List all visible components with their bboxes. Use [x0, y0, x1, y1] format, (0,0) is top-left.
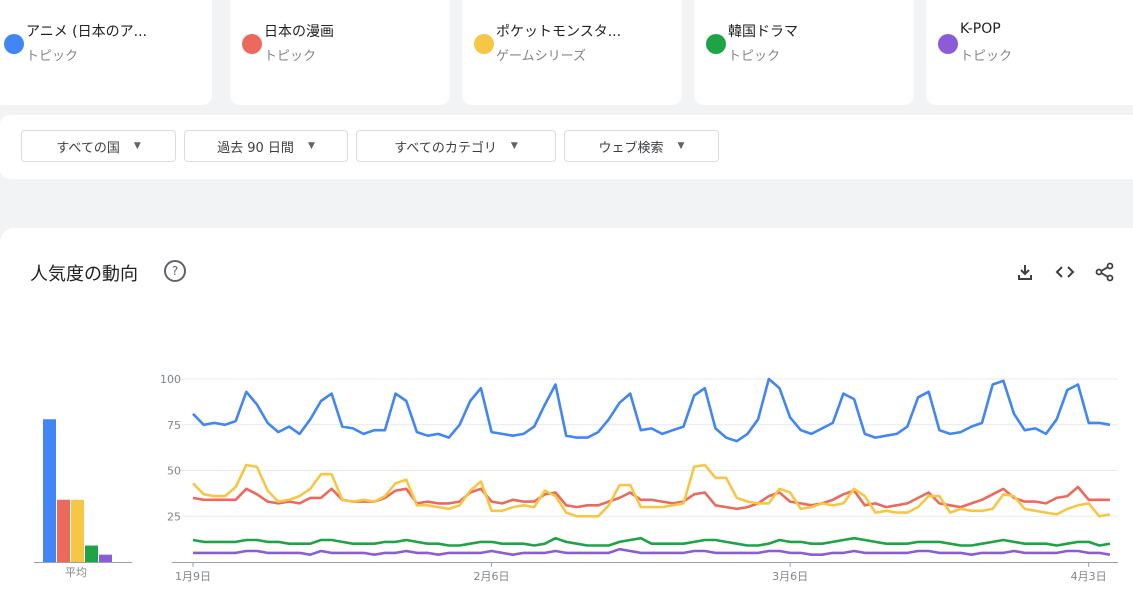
term-card-pokemon[interactable]: ポケットモンスタ... ゲームシリーズ	[462, 0, 682, 105]
average-bar-4[interactable]	[85, 545, 98, 562]
term-type: トピック	[264, 49, 317, 64]
series-line-3[interactable]	[192, 463, 1111, 518]
average-bar-3[interactable]	[71, 499, 84, 562]
average-bars	[34, 419, 132, 563]
chart-gridlines: 100 75 50 25 1月9日 2月6日 3月6日 4月3日	[160, 373, 1118, 583]
term-card-kdrama[interactable]: 韓国ドラマ トピック	[694, 0, 914, 105]
category-dropdown[interactable]: すべてのカテゴリ ▼	[356, 130, 556, 162]
term-name: 日本の漫画	[264, 24, 334, 40]
term-name: アニメ (日本のア...	[26, 24, 147, 40]
term-type: トピック	[26, 49, 79, 64]
term-type: トピック	[960, 49, 1013, 64]
dropdown-arrow-icon: ▼	[307, 141, 315, 151]
interest-over-time-panel: 人気度の動向 ? 平均 100 75 50 25 1月9日 2月6日 3月6日 4月3日	[0, 228, 1133, 590]
x-tick-label: 3月6日	[772, 570, 808, 583]
category-value: すべてのカテゴリ	[394, 140, 497, 156]
series-line-4[interactable]	[192, 536, 1111, 547]
series-line-5[interactable]	[193, 547, 1111, 556]
series-color-dot	[706, 34, 726, 54]
y-tick-label: 25	[167, 510, 181, 523]
term-card-kpop[interactable]: K-POP トピック	[926, 0, 1133, 105]
dropdown-arrow-icon: ▼	[133, 141, 141, 151]
compare-terms-bar: アニメ (日本のア... トピック 日本の漫画 トピック ポケットモンスタ...…	[0, 0, 1133, 106]
y-tick-label: 100	[160, 373, 181, 386]
term-card-manga[interactable]: 日本の漫画 トピック	[230, 0, 450, 105]
trend-chart: 平均 100 75 50 25 1月9日 2月6日 3月6日 4月3日	[34, 373, 1118, 583]
average-bar-5[interactable]	[99, 554, 112, 562]
help-icon[interactable]: ?	[164, 260, 186, 282]
chart-series	[192, 377, 1111, 556]
panel-title: 人気度の動向	[30, 264, 138, 285]
share-icon[interactable]	[1095, 262, 1115, 282]
series-color-dot	[938, 34, 958, 54]
average-bar-2[interactable]	[57, 499, 70, 562]
series-color-dot	[242, 34, 262, 54]
y-tick-label: 75	[167, 419, 181, 432]
y-tick-label: 50	[167, 465, 181, 478]
average-bar-1[interactable]	[43, 419, 56, 562]
series-line-1[interactable]	[192, 377, 1111, 443]
series-color-dot	[4, 34, 24, 54]
series-line-2[interactable]	[192, 485, 1110, 511]
average-label: 平均	[65, 566, 87, 579]
region-dropdown[interactable]: すべての国 ▼	[21, 130, 176, 162]
dropdown-arrow-icon: ▼	[510, 141, 518, 151]
term-name: K-POP	[960, 21, 1001, 37]
region-value: すべての国	[56, 140, 120, 156]
x-tick-label: 1月9日	[175, 570, 211, 583]
period-value: 過去 90 日間	[217, 140, 294, 156]
search-type-value: ウェブ検索	[598, 140, 664, 156]
term-card-anime[interactable]: アニメ (日本のア... トピック	[0, 0, 212, 105]
term-name: ポケットモンスタ...	[496, 24, 622, 40]
dropdown-arrow-icon: ▼	[677, 141, 685, 151]
download-icon[interactable]	[1015, 262, 1035, 282]
x-tick-label: 2月6日	[474, 570, 510, 583]
filter-bar: すべての国 ▼ 過去 90 日間 ▼ すべてのカテゴリ ▼ ウェブ検索 ▼	[0, 115, 1133, 179]
search-type-dropdown[interactable]: ウェブ検索 ▼	[564, 130, 719, 162]
x-tick-label: 4月3日	[1071, 570, 1107, 583]
term-type: トピック	[728, 49, 781, 64]
period-dropdown[interactable]: 過去 90 日間 ▼	[184, 130, 348, 162]
series-color-dot	[474, 34, 494, 54]
term-name: 韓国ドラマ	[728, 24, 798, 40]
term-type: ゲームシリーズ	[496, 49, 586, 64]
embed-code-icon[interactable]	[1055, 262, 1075, 282]
